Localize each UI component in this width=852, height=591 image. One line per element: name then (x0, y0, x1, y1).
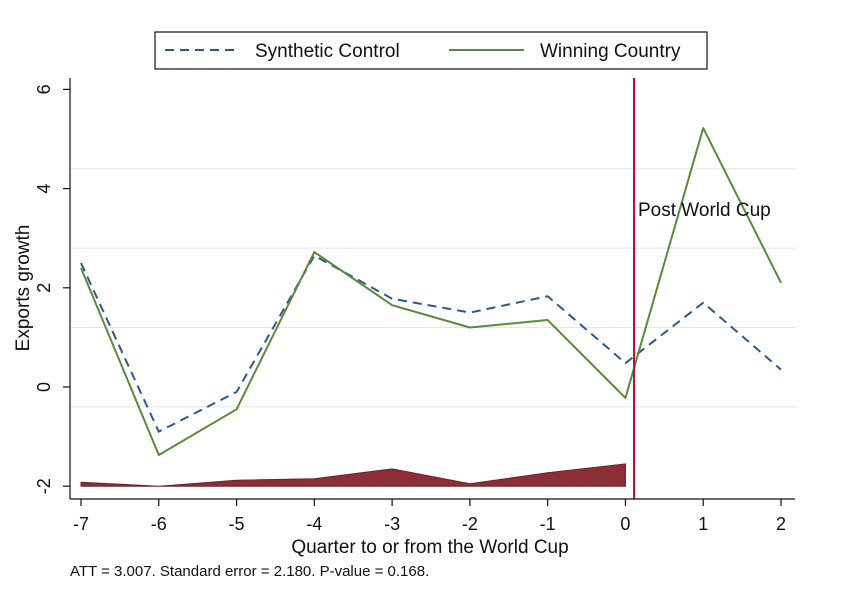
x-tick-label: -2 (462, 514, 478, 534)
y-tick-label: 4 (34, 184, 54, 194)
legend: Synthetic Control Winning Country (154, 31, 708, 70)
legend-label-winning: Winning Country (540, 41, 681, 62)
series-line-synthetic-control (80, 254, 782, 433)
y-axis-title: Exports growth (13, 225, 34, 352)
post-world-cup-label: Post World Cup (638, 200, 771, 221)
y-tick-label: 0 (34, 382, 54, 392)
att-note: ATT = 3.007. Standard error = 2.180. P-v… (70, 563, 430, 580)
grid-lines (70, 168, 795, 408)
legend-box (154, 31, 708, 70)
x-tick-label: -4 (306, 514, 322, 534)
legend-label-synthetic: Synthetic Control (255, 41, 400, 62)
x-tick-label: -5 (229, 514, 245, 534)
axes: -7 -6 -5 -4 -3 -2 -1 0 1 2 -2 0 2 4 6 (34, 78, 795, 534)
y-tick-label: -2 (34, 478, 54, 494)
y-tick-label: 6 (34, 84, 54, 94)
x-tick-label: -1 (540, 514, 556, 534)
x-tick-label: -6 (151, 514, 167, 534)
effect-area-polygon (80, 463, 626, 487)
series-line-winning-country (80, 127, 782, 456)
series-lines (80, 127, 782, 456)
x-tick-label: 0 (620, 514, 630, 534)
x-tick-label: 1 (698, 514, 708, 534)
x-axis-title: Quarter to or from the World Cup (291, 537, 568, 558)
effect-area (80, 463, 626, 487)
y-tick-label: 2 (34, 283, 54, 293)
x-tick-label: -7 (73, 514, 89, 534)
x-tick-label: -3 (384, 514, 400, 534)
x-tick-label: 2 (776, 514, 786, 534)
